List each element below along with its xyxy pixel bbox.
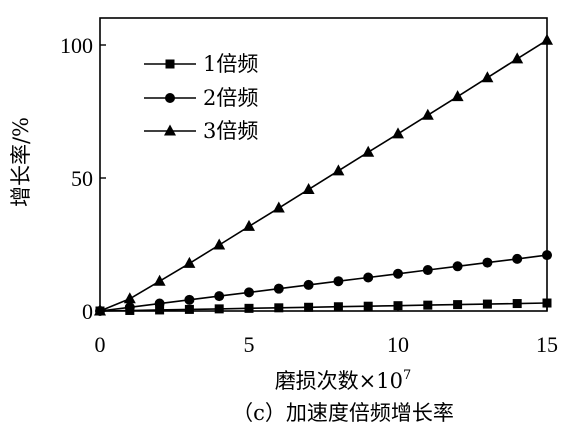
axis-ticks: 0 5 10 15 0 50 100	[60, 33, 558, 357]
series-2-point	[273, 283, 284, 294]
series-3-point	[302, 182, 315, 194]
series-1-point	[363, 301, 373, 311]
series-3-point	[511, 52, 524, 64]
x-tick-label: 5	[244, 332, 255, 357]
legend-marker-3	[164, 124, 176, 136]
series-2-point	[512, 253, 523, 264]
series-3-point	[332, 164, 345, 176]
series-2-point	[482, 257, 493, 268]
legend-marker-1	[165, 59, 175, 69]
series-3-point	[213, 238, 226, 250]
series-1-point	[214, 304, 224, 314]
x-axis-label: 磨损次数×107	[275, 368, 412, 393]
y-tick-label: 100	[60, 33, 93, 58]
series-2-point	[214, 291, 225, 302]
series-1-point	[155, 305, 165, 315]
series-3-point	[451, 90, 464, 102]
series-2-point	[452, 261, 463, 272]
series-1-point	[274, 303, 284, 313]
x-axis-label-text: 磨损次数×10	[275, 369, 403, 393]
y-tick-label: 0	[82, 299, 93, 324]
figure-caption: （c）加速度倍频增长率	[232, 401, 454, 425]
x-tick-label: 0	[95, 332, 106, 357]
plot-marks	[94, 33, 553, 316]
y-axis-label: 增长率/%	[9, 117, 33, 207]
series-3-point	[392, 127, 404, 139]
legend-label-1: 1倍频	[203, 52, 258, 76]
series-1-point	[304, 302, 314, 312]
series-2-point	[303, 279, 314, 290]
series-3-point	[183, 256, 196, 268]
series-3-point	[481, 71, 494, 83]
series-2-point	[124, 302, 135, 313]
series-1-point	[482, 299, 492, 309]
series-line-2	[99, 254, 548, 312]
series-3-point	[272, 201, 285, 213]
legend: 1倍频 2倍频 3倍频	[144, 52, 258, 143]
legend-marker-2	[165, 93, 175, 103]
series-1-point	[423, 300, 433, 310]
series-3-point	[362, 145, 375, 157]
series-1-point	[333, 302, 343, 312]
series-1-point	[512, 299, 522, 309]
series-2-point	[154, 298, 165, 309]
series-line-1	[99, 302, 548, 312]
legend-label-3: 3倍频	[203, 119, 258, 143]
series-2-point	[244, 287, 254, 298]
series-2-point	[393, 268, 403, 279]
series-2-point	[333, 276, 344, 287]
x-tick-label: 10	[387, 332, 409, 357]
series-2-point	[184, 294, 195, 305]
series-3-point	[243, 219, 255, 231]
legend-label-2: 2倍频	[203, 86, 258, 110]
plot-frame	[99, 17, 548, 312]
y-tick-label: 50	[71, 166, 93, 191]
series-3-point	[123, 292, 136, 304]
x-tick-label: 15	[536, 332, 558, 357]
series-2-point	[422, 265, 433, 276]
series-3-point	[153, 274, 166, 286]
series-1-point	[184, 304, 194, 314]
x-axis-label-exponent: 7	[403, 368, 411, 383]
series-line-3	[99, 39, 548, 312]
series-2-point	[363, 272, 374, 283]
series-3-point	[421, 108, 434, 120]
series-1-point	[453, 300, 463, 310]
